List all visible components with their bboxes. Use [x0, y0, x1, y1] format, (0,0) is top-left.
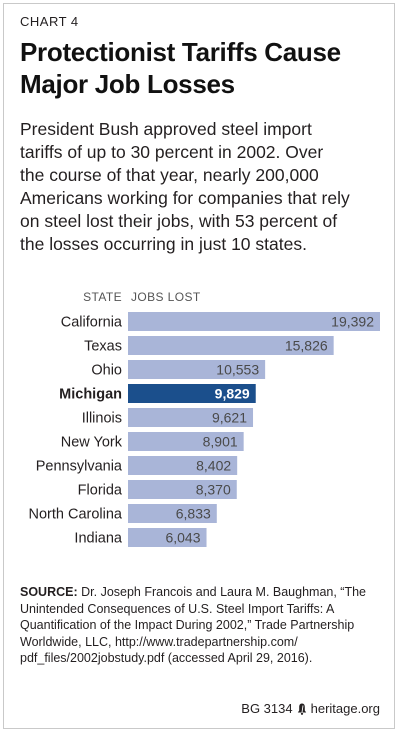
category-label: Pennsylvania [36, 459, 123, 475]
value-label: 6,043 [165, 530, 200, 546]
source-note: SOURCE: Dr. Joseph Francois and Laura M.… [20, 584, 380, 667]
bar-north-carolina [128, 504, 217, 523]
footer: BG 3134 heritage.org [241, 701, 380, 716]
chart-number-label: CHART 4 [20, 14, 79, 29]
value-label: 9,829 [215, 386, 250, 402]
site-name: heritage.org [310, 701, 380, 716]
category-label: California [61, 315, 123, 331]
source-line: Quantification of the Impact During 2002… [20, 618, 355, 632]
chart-frame [3, 3, 395, 729]
description-line: tariffs of up to 30 percent in 2002. Ove… [20, 142, 324, 162]
value-label: 8,370 [196, 482, 231, 498]
source-line: SOURCE: Dr. Joseph Francois and Laura M.… [20, 584, 380, 601]
description-line: on steel lost their jobs, with 53 percen… [20, 211, 338, 231]
value-label: 8,402 [196, 458, 231, 474]
bar-florida [128, 480, 237, 499]
liberty-bell-icon [297, 703, 306, 715]
jobs-lost-column-header: JOBS LOST [131, 290, 201, 304]
value-label: 15,826 [285, 338, 328, 354]
bar-chart: California 19,392 Texas 15,826 Ohio 10,553 Mic… [29, 312, 380, 547]
bar-california [128, 312, 380, 331]
category-label: Indiana [74, 531, 123, 547]
category-label: North Carolina [29, 507, 123, 523]
source-line: Unintended Consequences of U.S. Steel Im… [20, 601, 335, 616]
description-line: the course of that year, nearly 200,000 [20, 165, 319, 185]
category-label: Illinois [82, 411, 122, 427]
source-text: Dr. Joseph Francois and Laura M. Baughma… [77, 585, 366, 599]
report-number: BG 3134 [241, 701, 293, 716]
source-prefix: SOURCE: [20, 585, 78, 599]
description-line: the losses occurring in just 10 states. [20, 234, 307, 254]
title-line: Protectionist Tariffs Cause [20, 37, 341, 67]
description-line: Americans working for companies that rel… [20, 188, 350, 208]
value-label: 8,901 [203, 434, 238, 450]
bar-new-york [128, 432, 244, 451]
chart-description: President Bush approved steel import tar… [20, 118, 380, 256]
category-label: Florida [78, 483, 123, 499]
chart-title: Protectionist Tariffs Cause Major Job Lo… [20, 36, 341, 100]
bar-indiana [128, 528, 207, 547]
value-label: 10,553 [216, 362, 259, 378]
bar-illinois [128, 408, 254, 427]
value-label: 19,392 [331, 314, 374, 330]
source-line: pdf_files/2002jobstudy.pdf (accessed Apr… [20, 651, 313, 665]
title-line: Major Job Losses [20, 69, 235, 99]
value-label: 9,621 [212, 410, 247, 426]
value-label: 6,833 [176, 506, 211, 522]
category-label: Texas [84, 339, 122, 355]
bar-michigan [128, 384, 256, 403]
state-column-header: STATE [83, 290, 122, 304]
category-label: New York [61, 435, 123, 451]
description-line: President Bush approved steel import [20, 119, 312, 139]
bar-ohio [128, 360, 266, 379]
bar-pennsylvania [128, 456, 238, 475]
category-label: Ohio [91, 363, 122, 379]
bar-texas [128, 336, 334, 355]
category-label: Michigan [59, 387, 122, 403]
source-line: Worldwide, LLC, http://www.tradepartners… [20, 634, 298, 649]
